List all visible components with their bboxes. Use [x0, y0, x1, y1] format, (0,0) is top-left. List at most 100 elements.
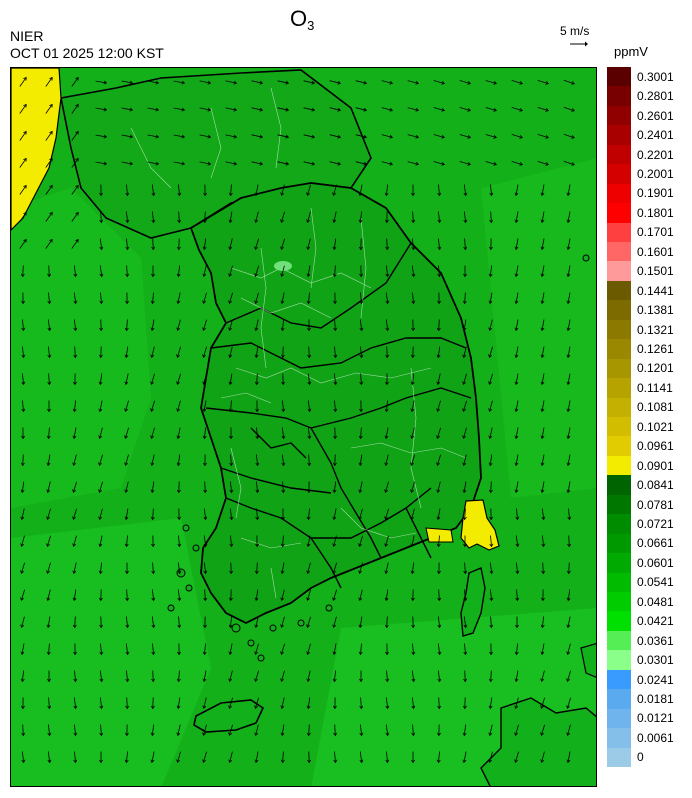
wind-vector-head: [73, 705, 78, 710]
wind-vector-head: [411, 705, 416, 710]
wind-vector-head: [20, 570, 24, 575]
wind-vector: [277, 80, 289, 84]
wind-vector: [225, 80, 237, 84]
wind-vector: [303, 107, 315, 111]
wind-vector-head: [98, 543, 103, 548]
wind-vector-head: [566, 732, 571, 737]
wind-vector: [71, 185, 79, 195]
wind-vector-head: [306, 516, 311, 521]
small-islands: [167, 254, 590, 662]
wind-vector: [177, 751, 181, 763]
wind-vector: [21, 616, 25, 628]
wind-vector-head: [150, 489, 155, 494]
wind-vector-head: [540, 273, 545, 278]
wind-vector: [229, 373, 233, 385]
wind-vector: [74, 319, 76, 331]
wind-vector: [307, 238, 311, 250]
wind-vector-head: [385, 678, 390, 683]
wind-vector-head: [488, 435, 493, 440]
wind-vector: [229, 508, 233, 520]
wind-vector: [511, 134, 523, 138]
wind-vector-head: [99, 273, 104, 278]
wind-vector: [386, 697, 388, 709]
wind-vector-head: [411, 624, 416, 629]
wind-vector: [386, 238, 388, 250]
wind-vector: [516, 508, 518, 520]
wind-vector: [230, 400, 232, 412]
wind-vector-head: [306, 705, 311, 710]
wind-vector: [47, 751, 51, 763]
wind-vector-head: [176, 354, 180, 359]
wind-vector: [329, 161, 341, 165]
wind-vector-head: [181, 107, 186, 112]
wind-vector: [256, 454, 258, 466]
wind-vector: [147, 134, 159, 138]
wind-vector: [22, 346, 24, 358]
wind-vector-head: [228, 732, 232, 737]
wind-vector: [282, 481, 284, 493]
wind-vector-head: [229, 462, 234, 467]
wind-vector: [463, 319, 467, 331]
wind-vector-head: [514, 759, 518, 764]
wind-vector: [412, 724, 414, 736]
wind-vector-head: [359, 381, 364, 386]
wind-vector-head: [72, 435, 77, 440]
wind-vector-head: [566, 489, 571, 494]
wind-vector: [73, 292, 77, 304]
wind-vector: [22, 319, 24, 331]
wind-vector-head: [566, 435, 571, 440]
wind-vector-head: [202, 759, 206, 764]
wind-vector: [125, 481, 129, 493]
wind-vector-head: [493, 162, 498, 166]
wind-vector-head: [566, 219, 571, 224]
wind-vector-head: [410, 516, 415, 521]
wind-vector-head: [177, 543, 182, 548]
wind-vector-head: [515, 597, 520, 602]
wind-vector-head: [332, 219, 337, 224]
wind-vector-head: [462, 516, 467, 521]
wind-vector-head: [436, 489, 441, 494]
wind-vector-head: [489, 219, 494, 224]
wind-vector-head: [151, 678, 156, 683]
wind-vector-head: [47, 273, 52, 278]
wind-vector-head: [462, 381, 466, 386]
wind-vector: [126, 670, 128, 682]
wind-vector: [203, 670, 207, 682]
wind-vector: [45, 104, 53, 114]
wind-vector-head: [254, 705, 258, 710]
wind-vector-head: [410, 462, 414, 467]
wind-vector-head: [332, 597, 336, 602]
wind-vector-head: [540, 354, 545, 359]
legend-label: 0.1601: [637, 244, 674, 259]
legend-label: 0.1321: [637, 322, 674, 337]
wind-vector: [282, 751, 284, 763]
wind-vector: [22, 373, 24, 385]
wind-vector-head: [155, 161, 160, 166]
wind-vector-head: [21, 759, 26, 764]
wind-vector: [95, 161, 107, 165]
wind-vector: [489, 292, 493, 304]
wind-vector: [199, 80, 211, 84]
wind-vector: [251, 107, 263, 111]
wind-vector-head: [462, 489, 467, 494]
wind-vector: [541, 184, 545, 196]
wind-vector-head: [462, 354, 467, 359]
wind-vector-head: [332, 543, 337, 548]
wind-vector-head: [46, 597, 51, 602]
wind-vector: [438, 238, 440, 250]
wind-vector: [229, 292, 233, 304]
wind-vector: [490, 184, 492, 196]
wind-vector-head: [280, 354, 285, 359]
wind-vector: [359, 508, 363, 520]
legend-label: 0.0481: [637, 594, 674, 609]
wind-vector: [411, 508, 415, 520]
wind-vector-head: [75, 211, 79, 216]
legend-label: 0.0601: [637, 555, 674, 570]
wind-vector-head: [202, 381, 207, 386]
wind-vector: [204, 643, 206, 655]
wind-vector-head: [514, 246, 519, 251]
wind-vector-head: [385, 705, 390, 710]
legend-swatch: [607, 455, 631, 476]
wind-vectors: [19, 76, 575, 764]
wind-vector-head: [203, 624, 207, 629]
